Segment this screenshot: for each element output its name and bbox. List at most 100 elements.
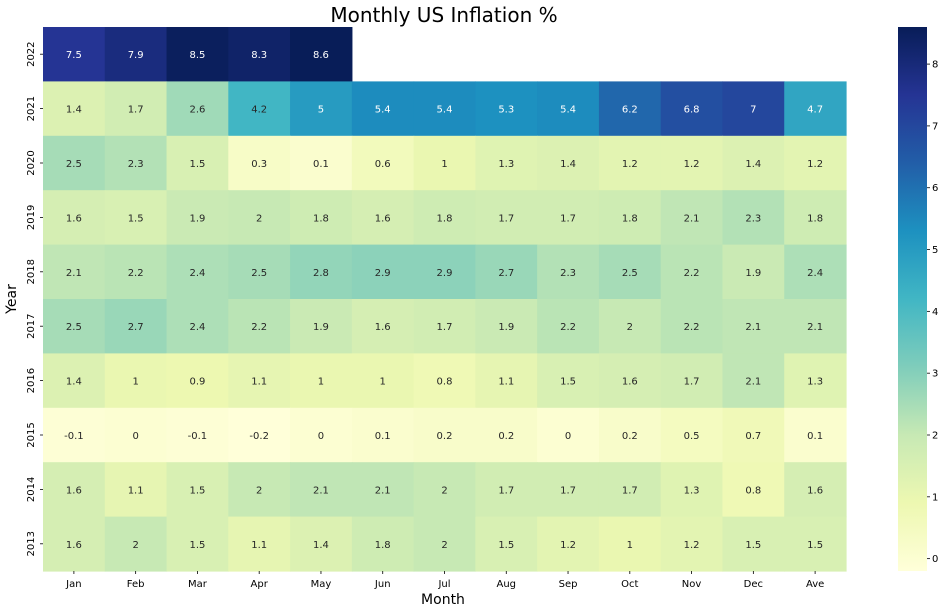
heatmap-cell: [166, 81, 229, 137]
heatmap-cell: [43, 462, 106, 518]
x-tick-label: Aug: [497, 579, 517, 590]
heatmap-cell: [413, 516, 476, 572]
y-tick-label: 2017: [26, 313, 37, 338]
heatmap-cell: [166, 27, 229, 82]
cell-value-label: 1.5: [128, 213, 144, 224]
cell-value-label: 1.8: [313, 213, 329, 224]
cell-value-label: 1.8: [807, 213, 823, 224]
y-axis-label: Year: [4, 284, 20, 315]
cell-value-label: 1: [318, 377, 324, 388]
cell-value-label: 2.4: [189, 268, 205, 279]
cell-value-label: 7: [750, 105, 756, 116]
cell-value-label: 0.1: [375, 431, 391, 442]
x-tick-label: Dec: [744, 579, 763, 590]
heatmap-cell: [290, 407, 353, 463]
heatmap-cell: [290, 462, 353, 518]
heatmap-cell: [351, 244, 415, 300]
cell-value-label: 2.2: [560, 322, 576, 333]
colorbar-gradient: [898, 27, 927, 571]
cell-value-label: 1.4: [66, 377, 82, 388]
cell-value-label: 1.9: [498, 322, 514, 333]
cell-value-label: 1.2: [684, 159, 700, 170]
heatmap-cell: [166, 462, 229, 518]
cell-value-label: 1.6: [375, 213, 391, 224]
heatmap-cell: [43, 244, 106, 300]
heatmap-cell: [290, 27, 353, 82]
heatmap-cell: [475, 299, 538, 354]
chart-title: Monthly US Inflation %: [330, 3, 557, 27]
heatmap-cell: [104, 299, 168, 354]
x-tick-label: Oct: [621, 579, 638, 590]
heatmap-cell: [475, 353, 538, 409]
cell-value-label: 0: [318, 431, 324, 442]
heatmap-cell: [537, 462, 600, 518]
heatmap-cell: [351, 353, 415, 409]
heatmap-cell: [784, 462, 847, 518]
cell-value-label: 5.4: [437, 105, 453, 116]
heatmap-cell: [228, 462, 291, 518]
cell-value-label: 1.3: [807, 377, 823, 388]
heatmap-cell: [228, 135, 291, 191]
cell-value-label: 7.5: [66, 50, 82, 61]
cell-value-label: 2: [132, 540, 138, 551]
colorbar-tick-label: 2: [932, 431, 938, 442]
heatmap-cell: [598, 353, 662, 409]
cell-value-label: 1.6: [66, 485, 82, 496]
y-tick-label: 2015: [26, 422, 37, 447]
cell-value-label: 2.1: [745, 322, 761, 333]
heatmap-cell: [722, 135, 785, 191]
cell-value-label: 0.2: [437, 431, 453, 442]
cell-value-label: 1.1: [251, 377, 267, 388]
cell-value-label: 2.2: [128, 268, 144, 279]
heatmap-cell: [104, 244, 168, 300]
cell-value-label: 0.3: [251, 159, 267, 170]
heatmap-cell: [104, 27, 168, 82]
cell-value-label: 1.7: [622, 485, 638, 496]
y-tick-label: 2021: [26, 96, 37, 121]
heatmap-cell: [228, 353, 291, 409]
heatmap-cell: [784, 516, 847, 572]
x-tick-label: Jun: [374, 579, 391, 590]
heatmap-cell: [413, 353, 476, 409]
cell-value-label: 0.2: [622, 431, 638, 442]
cell-value-label: 1.8: [375, 540, 391, 551]
heatmap-cell: [228, 81, 291, 137]
cell-value-label: 1.5: [189, 540, 205, 551]
cell-value-label: 2.1: [313, 485, 329, 496]
cell-value-label: 2: [256, 485, 262, 496]
cell-value-label: 2: [256, 213, 262, 224]
heatmap-cell: [290, 299, 353, 354]
cell-value-label: 2.5: [66, 322, 82, 333]
cell-value-label: 1.7: [498, 485, 514, 496]
heatmap-cell: [290, 353, 353, 409]
cell-value-label: 0.8: [437, 377, 453, 388]
colorbar: 0 1 2 3 4 5 6 7 8: [898, 27, 938, 571]
heatmap-cell: [598, 244, 662, 300]
cell-value-label: 2.3: [128, 159, 144, 170]
heatmap-cell: [166, 190, 229, 246]
cell-value-label: 0.7: [745, 431, 761, 442]
cell-value-label: 1.2: [684, 540, 700, 551]
x-axis-label: Month: [421, 592, 465, 608]
heatmap-cell: [598, 135, 662, 191]
x-tick-label: Sep: [559, 579, 578, 590]
cell-value-label: 1.3: [498, 159, 514, 170]
cell-value-label: 2.9: [375, 268, 391, 279]
y-tick-label: 2016: [26, 368, 37, 393]
cell-value-label: 1.6: [66, 213, 82, 224]
cell-value-label: 1.7: [437, 322, 453, 333]
y-tick-label: 2018: [26, 259, 37, 284]
cell-value-label: 1.7: [498, 213, 514, 224]
cell-value-label: 4.7: [807, 105, 823, 116]
cell-value-label: 0.8: [745, 485, 761, 496]
heatmap-cell: [43, 353, 106, 409]
heatmap-cell: [475, 81, 538, 137]
heatmap-cell: [660, 407, 724, 463]
y-tick-label: 2013: [26, 531, 37, 556]
cell-value-label: 2.4: [189, 322, 205, 333]
heatmap-cell: [413, 81, 476, 137]
heatmap-cell: [351, 407, 415, 463]
cell-value-label: 2.5: [251, 268, 267, 279]
heatmap-cell: [784, 353, 847, 409]
heatmap-cell: [475, 244, 538, 300]
